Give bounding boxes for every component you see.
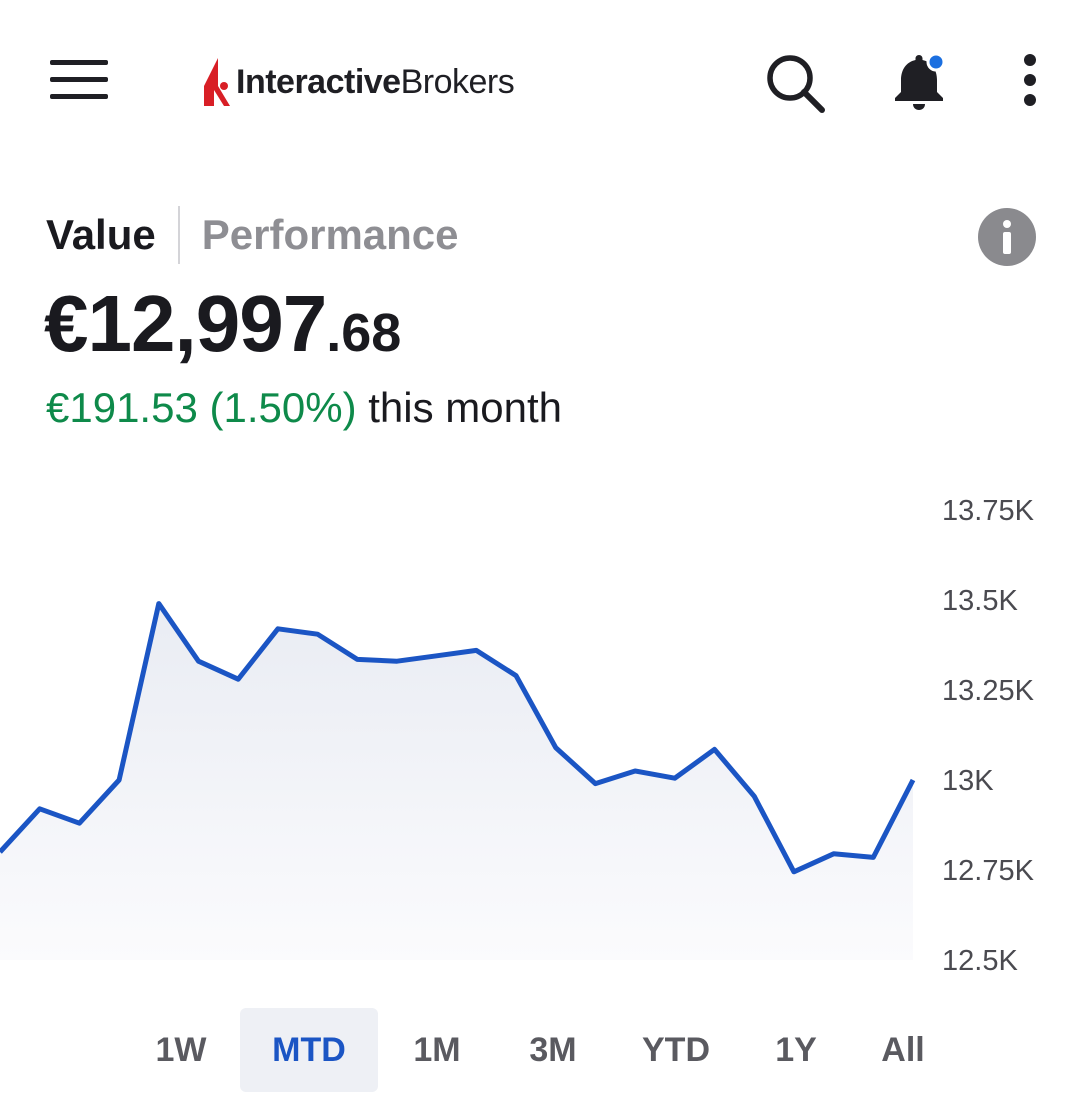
- value-chart[interactable]: 13.75K 13.5K 13.25K 13K 12.75K 12.5K: [0, 480, 1079, 990]
- range-1m-button[interactable]: 1M: [413, 1030, 461, 1069]
- chart-series-line: [0, 601, 916, 875]
- tab-divider: [177, 206, 180, 264]
- menu-icon[interactable]: [50, 60, 108, 102]
- change-amount: €191.53 (1.50%): [46, 384, 357, 431]
- tab-performance[interactable]: Performance: [201, 211, 459, 258]
- range-mtd-button[interactable]: MTD: [240, 1008, 378, 1092]
- more-vertical-icon[interactable]: [1010, 52, 1050, 112]
- logo-text: InteractiveBrokers: [236, 62, 515, 102]
- logo-text-bold: Interactive: [236, 62, 401, 101]
- logo-mark-icon: [204, 58, 230, 106]
- range-1y-button[interactable]: 1Y: [775, 1030, 817, 1069]
- chart-area-fill: [0, 603, 913, 960]
- portfolio-value-main: €12,997: [44, 279, 327, 368]
- view-tabs: Value Performance: [46, 206, 459, 264]
- change-period: this month: [356, 384, 562, 431]
- range-1w-button[interactable]: 1W: [155, 1030, 207, 1069]
- range-ytd-button[interactable]: YTD: [642, 1030, 710, 1069]
- period-change: €191.53 (1.50%) this month: [46, 384, 562, 432]
- logo-text-regular: Brokers: [400, 62, 515, 101]
- y-axis-tick-label: 13K: [942, 765, 994, 797]
- tab-value[interactable]: Value: [46, 211, 156, 258]
- y-axis-tick-label: 13.75K: [942, 495, 1035, 527]
- range-selector: 1W MTD 1M 3M YTD 1Y All: [0, 1008, 1079, 1092]
- info-icon[interactable]: [978, 208, 1036, 266]
- notification-dot: [926, 52, 946, 72]
- search-icon[interactable]: [764, 52, 826, 114]
- portfolio-value-cents: .68: [326, 303, 402, 363]
- y-axis-tick-label: 13.5K: [942, 585, 1018, 617]
- y-axis-tick-label: 12.75K: [942, 855, 1035, 887]
- portfolio-value: €12,997.68: [44, 278, 401, 370]
- bell-icon[interactable]: [888, 50, 950, 112]
- y-axis-tick-label: 12.5K: [942, 945, 1018, 977]
- y-axis-tick-label: 13.25K: [942, 675, 1035, 707]
- range-3m-button[interactable]: 3M: [529, 1030, 577, 1069]
- range-all-button[interactable]: All: [881, 1030, 925, 1069]
- brand-logo: InteractiveBrokers: [200, 54, 515, 110]
